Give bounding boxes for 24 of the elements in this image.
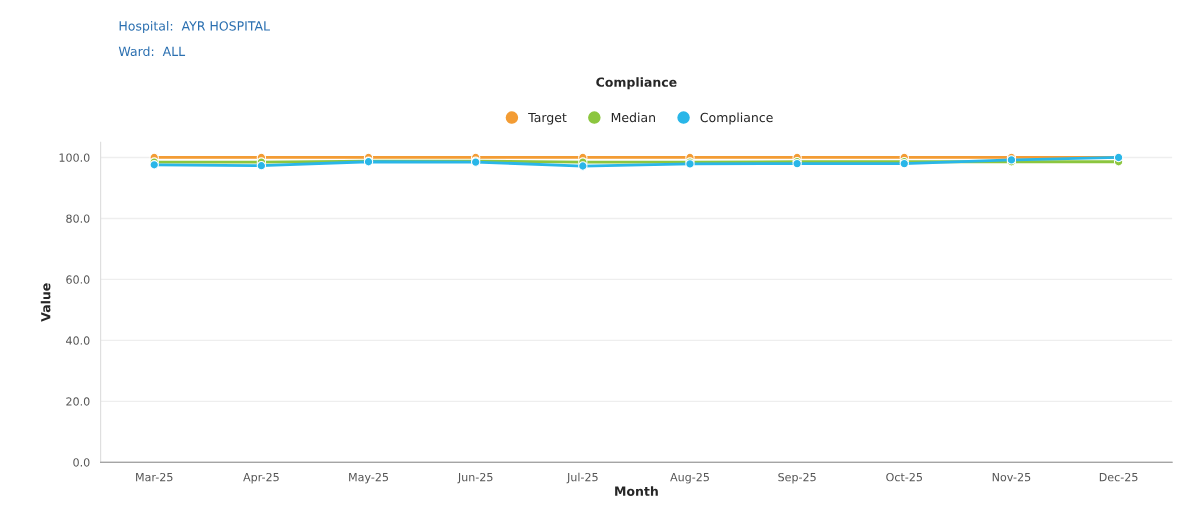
x-tick-label: Aug-25 [670, 472, 709, 484]
legend-label: Compliance [700, 112, 773, 125]
legend-label: Target [528, 112, 567, 125]
x-tick-label: May-25 [349, 472, 389, 484]
x-tick-label: Oct-25 [886, 472, 922, 482]
legend-label: Median [611, 112, 655, 123]
x-tick-label: Mar-25 [136, 472, 173, 482]
y-tick-label: 60.0 [66, 275, 90, 284]
x-axis-title: Month [615, 486, 658, 496]
x-tick-label: Nov-25 [992, 472, 1031, 482]
x-tick-label: Apr-25 [243, 472, 279, 484]
x-tick-label: Jul-25 [566, 472, 598, 484]
x-tick-label: Jun-25 [457, 472, 493, 484]
y-tick-label: 20.0 [66, 397, 90, 406]
y-tick-label: 80.0 [66, 214, 90, 223]
text: Hospital: AYR HOSPITAL [119, 20, 270, 34]
y-axis-title: Value [40, 283, 51, 322]
chart-title: Compliance [596, 77, 677, 90]
y-tick-label: 40.0 [66, 336, 90, 345]
x-tick-label: Sep-25 [778, 472, 816, 484]
y-tick-label: 0.0 [73, 458, 90, 467]
x-tick-label: Dec-25 [1099, 472, 1138, 482]
text: Ward: ALL [118, 46, 186, 57]
y-tick-label: 100.0 [59, 153, 90, 162]
